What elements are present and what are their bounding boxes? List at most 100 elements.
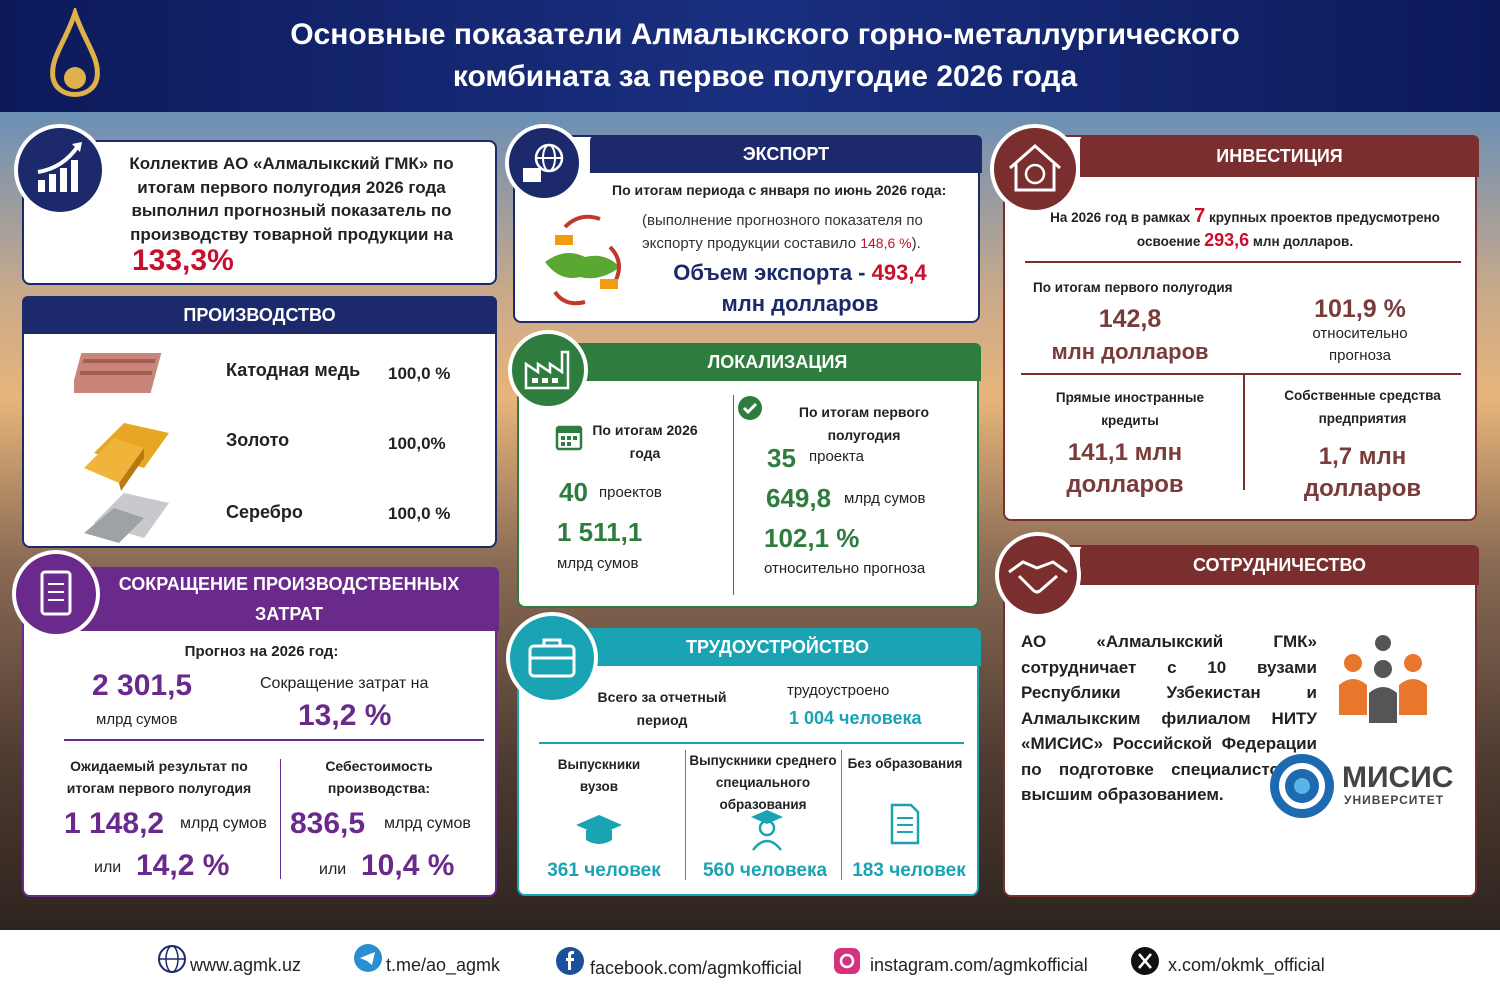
summary-value: 133,3% bbox=[132, 244, 234, 277]
summary-text: Коллектив АО «Алмалыкский ГМК» по итогам… bbox=[129, 154, 454, 244]
label: относительно прогноза bbox=[1312, 325, 1408, 364]
unit: проектов bbox=[599, 484, 662, 501]
value: 13,2 % bbox=[298, 699, 392, 732]
label: Прямые иностранные кредиты bbox=[1055, 390, 1205, 428]
map-image bbox=[545, 214, 621, 306]
footer-link[interactable]: facebook.com/agmkofficial bbox=[590, 958, 802, 978]
label: По итогам первого полугодия bbox=[1033, 280, 1233, 295]
header: Основные показатели Алмалыкского горно-м… bbox=[0, 0, 1500, 112]
icon bbox=[14, 124, 106, 216]
divider bbox=[1243, 375, 1245, 490]
unit: млрд сумов bbox=[180, 815, 267, 832]
label: Собственные средства предприятия bbox=[1284, 388, 1441, 426]
icon bbox=[12, 550, 100, 638]
divider bbox=[1021, 373, 1461, 375]
section-title: СОТРУДНИЧЕСТВО bbox=[1080, 545, 1479, 585]
value: 649,8 bbox=[766, 483, 832, 513]
title-line: Основные показатели Алмалыкского горно-м… bbox=[290, 18, 1240, 51]
icon bbox=[990, 124, 1080, 214]
instagram-icon bbox=[834, 948, 860, 974]
product-name: Золото bbox=[226, 430, 290, 450]
section-title: ПРОИЗВОДСТВО bbox=[22, 296, 497, 334]
logo-sub: УНИВЕРСИТЕТ bbox=[1344, 793, 1445, 807]
web-icon bbox=[158, 945, 186, 973]
section-title: СОКРАЩЕНИЕ ПРОИЗВОДСТВЕННЫХ ЗАТРАТ bbox=[79, 567, 499, 631]
telegram-icon bbox=[354, 944, 382, 972]
intro-text: млн долларов. bbox=[1252, 234, 1354, 249]
value: 2 301,5 bbox=[92, 669, 193, 702]
volume-value: 493,4 bbox=[871, 260, 927, 285]
footer-link[interactable]: instagram.com/agmkofficial bbox=[870, 955, 1088, 975]
value: 10,4 % bbox=[361, 849, 455, 882]
footer-link[interactable]: www.agmk.uz bbox=[190, 955, 302, 975]
unit: млрд сумов bbox=[384, 815, 471, 832]
intro-count: 7 bbox=[1194, 205, 1206, 227]
value: 1 004 человека bbox=[789, 708, 922, 728]
section-title: ЛОКАЛИЗАЦИЯ bbox=[574, 343, 981, 381]
volume: Объем экспорта - 493,4 млн долларов bbox=[630, 257, 970, 319]
label: Без образования bbox=[847, 756, 963, 771]
divider bbox=[280, 759, 281, 879]
label: Прогноз на 2026 год: bbox=[184, 643, 339, 660]
divider bbox=[1025, 261, 1461, 263]
or: или bbox=[94, 859, 122, 876]
label: Себестоимость производства: bbox=[325, 758, 433, 796]
divider bbox=[733, 395, 734, 595]
divider bbox=[841, 750, 842, 880]
or: или bbox=[319, 861, 347, 878]
value: 183 человек bbox=[852, 860, 966, 881]
unit: проекта bbox=[809, 448, 864, 465]
value: 1,7 млн долларов bbox=[1303, 443, 1422, 502]
period: По итогам периода с января по июнь 2026 … bbox=[612, 182, 947, 198]
document-icon bbox=[40, 570, 72, 616]
label: трудоустроено bbox=[787, 682, 890, 699]
graduate-icon bbox=[751, 810, 783, 851]
value: 836,5 bbox=[290, 807, 366, 840]
value: 142,8 bbox=[1098, 305, 1162, 333]
label: По итогам 2026 года bbox=[592, 422, 698, 461]
label: Ожидаемый результат по итогам первого по… bbox=[66, 758, 252, 796]
icon bbox=[508, 330, 588, 410]
logo-name: МИСИС bbox=[1342, 761, 1454, 794]
divider bbox=[64, 739, 484, 741]
value: 1 148,2 bbox=[64, 807, 165, 840]
label: Выпускники среднего специального образов… bbox=[689, 753, 837, 812]
label: Выпускники вузов bbox=[557, 757, 641, 794]
volume-label: Объем экспорта - bbox=[673, 260, 866, 285]
growth-icon bbox=[37, 142, 82, 192]
volume-unit: млн долларов bbox=[721, 291, 879, 316]
label: По итогам первого полугодия bbox=[798, 404, 930, 443]
doc-icon bbox=[890, 803, 920, 845]
footer-link[interactable]: t.me/ao_agmk bbox=[386, 955, 501, 975]
metal-images bbox=[74, 353, 169, 543]
product-value: 100,0 % bbox=[388, 364, 451, 383]
export-panel: ЭКСПОРТ По итогам периода с января по ию… bbox=[513, 135, 982, 323]
intro-text: На 2026 год в рамках bbox=[1050, 210, 1191, 225]
summary-panel: Коллектив АО «Алмалыкский ГМК» по итогам… bbox=[22, 140, 497, 285]
unit: относительно прогноза bbox=[764, 560, 926, 577]
value: 40 bbox=[559, 477, 588, 507]
check-icon bbox=[738, 396, 762, 420]
x-icon bbox=[1131, 947, 1159, 975]
value: 1 511,1 bbox=[557, 517, 643, 547]
value: 35 bbox=[767, 443, 796, 473]
icon bbox=[505, 124, 583, 202]
cooperation-panel: СОТРУДНИЧЕСТВО АО «Алмалыкский ГМК» сотр… bbox=[1003, 545, 1479, 897]
intro: На 2026 год в рамках 7 крупных проектов … bbox=[1025, 205, 1465, 253]
people-icon bbox=[1339, 635, 1427, 723]
unit: млрд сумов bbox=[844, 490, 926, 507]
unit: млрд сумов bbox=[96, 711, 178, 728]
note-text: (выполнение прогнозного показателя по эк… bbox=[642, 212, 923, 252]
cooperation-text: АО «Алмалыкский ГМК» сотрудничает с 10 в… bbox=[1021, 632, 1317, 804]
footer-link[interactable]: x.com/okmk_official bbox=[1168, 955, 1325, 975]
value: 102,1 % bbox=[764, 523, 860, 553]
intro-text: крупных проектов предусмотрено освоение bbox=[1136, 210, 1440, 249]
footer bbox=[0, 930, 1500, 1000]
handshake-icon bbox=[1008, 560, 1068, 594]
cost-panel: СОКРАЩЕНИЕ ПРОИЗВОДСТВЕННЫХ ЗАТРАТ Прогн… bbox=[22, 567, 499, 897]
misis-logo bbox=[1270, 754, 1334, 818]
house-money-icon bbox=[1009, 144, 1061, 192]
value: 141,1 млн долларов bbox=[1066, 439, 1184, 498]
